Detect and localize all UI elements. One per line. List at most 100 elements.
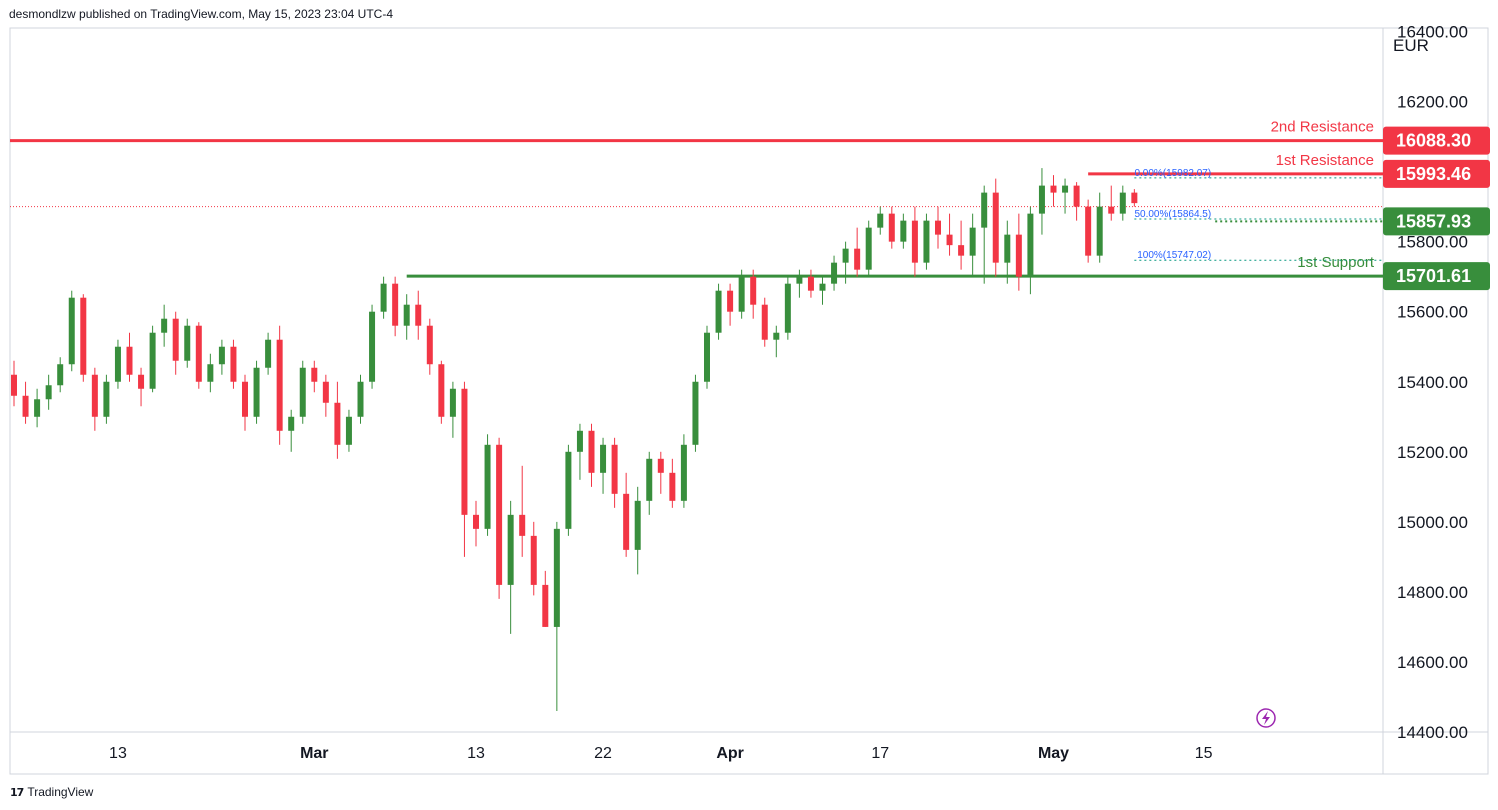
candle-body xyxy=(600,444,607,473)
candle-body xyxy=(900,220,907,242)
lightning-icon-ring xyxy=(1256,708,1276,728)
candle-body xyxy=(45,385,52,400)
candle-body xyxy=(484,444,491,529)
candle-body xyxy=(392,283,399,326)
level-price-badge xyxy=(1383,159,1490,188)
level-name-label: 2nd Resistance xyxy=(1271,119,1374,136)
candle-body xyxy=(807,276,814,291)
candle-body xyxy=(242,381,248,417)
x-tick-label: May xyxy=(1038,745,1069,762)
y-tick-label: 16400.00 xyxy=(1397,23,1468,42)
fib-level-label: 100%(15747.02) xyxy=(1137,250,1211,261)
candle-body xyxy=(172,318,179,361)
candle-body xyxy=(149,332,156,389)
candle-body xyxy=(161,318,168,333)
candle-body xyxy=(588,430,595,473)
candle-body xyxy=(1050,185,1057,193)
y-tick-label: 15800.00 xyxy=(1397,233,1468,252)
chart-frame xyxy=(9,27,1489,775)
level-name-label: 1st Support xyxy=(1297,254,1375,271)
candle-body xyxy=(981,192,988,228)
candle-body xyxy=(1108,206,1115,214)
candle-body xyxy=(530,535,537,585)
candle-body xyxy=(426,325,433,365)
x-tick-label: 17 xyxy=(871,745,889,762)
x-tick-label: 15 xyxy=(1195,745,1213,762)
candle-body xyxy=(519,514,526,536)
x-tick-label: Apr xyxy=(716,745,744,762)
candle-body xyxy=(1119,192,1126,214)
candle-body xyxy=(380,283,387,312)
candle-body xyxy=(322,381,329,403)
candle-body xyxy=(11,374,17,396)
candle-body xyxy=(126,346,133,375)
candle-body xyxy=(496,444,503,585)
y-tick-label: 14800.00 xyxy=(1397,583,1468,602)
candle-body xyxy=(576,430,583,452)
candle-body xyxy=(831,262,838,284)
candle-body xyxy=(727,290,734,312)
candle-body xyxy=(819,283,826,291)
x-tick-label: 13 xyxy=(109,745,127,762)
candle-body xyxy=(553,528,560,627)
candle-body xyxy=(369,311,376,382)
candle-body xyxy=(57,364,64,386)
level-price-badge xyxy=(1383,207,1490,236)
candle-body xyxy=(935,220,941,235)
candle-body xyxy=(1004,234,1011,263)
candle-body xyxy=(438,364,445,417)
y-tick-label: 15400.00 xyxy=(1397,373,1468,392)
candle-body xyxy=(253,367,260,417)
candle-body xyxy=(299,367,306,417)
candle-body xyxy=(877,213,884,228)
candle-body xyxy=(657,458,664,473)
candle-body xyxy=(888,213,895,242)
candle-body xyxy=(207,364,214,382)
candle-body xyxy=(1015,234,1022,277)
candle-body xyxy=(103,381,110,417)
brand-label: TradingView xyxy=(27,785,94,799)
candle-body xyxy=(288,416,295,431)
candle-body xyxy=(715,290,722,333)
candle-body xyxy=(461,388,468,515)
lightning-icon-bolt xyxy=(1262,711,1270,725)
candle-body xyxy=(449,388,456,417)
candle-body xyxy=(761,304,768,340)
candle-body xyxy=(138,374,145,389)
level-price-text: 15701.61 xyxy=(1396,266,1471,286)
y-tick-label: 14600.00 xyxy=(1397,653,1468,672)
candle-body xyxy=(80,297,87,375)
footer-brand[interactable]: 17 TradingView xyxy=(10,785,93,799)
fib-level-label: 0.00%(15982.07) xyxy=(1134,168,1211,179)
candle-body xyxy=(680,444,687,501)
candle-body xyxy=(750,276,757,305)
candle-body xyxy=(334,402,341,445)
candle-body xyxy=(473,514,479,529)
candle-body xyxy=(345,416,352,445)
candle-body xyxy=(911,220,918,263)
candle-body xyxy=(611,444,618,494)
fib-level-label: 50.00%(15864.5) xyxy=(1134,209,1211,220)
candle-body xyxy=(958,245,965,256)
level-price-text: 15857.93 xyxy=(1396,211,1471,231)
y-tick-label: 14400.00 xyxy=(1397,723,1468,742)
level-price-text: 16088.30 xyxy=(1396,131,1471,151)
candle-body xyxy=(403,304,410,326)
candle-body xyxy=(114,346,121,382)
tradingview-logo-icon: 17 xyxy=(10,785,24,799)
lightning-icon[interactable] xyxy=(1256,708,1276,728)
y-tick-label: 16200.00 xyxy=(1397,93,1468,112)
x-tick-label: Mar xyxy=(300,745,328,762)
x-tick-label: 22 xyxy=(594,745,612,762)
candle-body xyxy=(218,346,225,365)
candle-body xyxy=(230,346,237,382)
level-price-badge xyxy=(1383,262,1490,291)
candle-body xyxy=(34,399,41,417)
candle-body xyxy=(195,325,202,382)
candle-body xyxy=(507,514,514,585)
level-name-label: 1st Resistance xyxy=(1276,152,1374,169)
candle-body xyxy=(1085,206,1092,256)
candle-body xyxy=(842,248,849,263)
candle-body xyxy=(1038,185,1045,214)
